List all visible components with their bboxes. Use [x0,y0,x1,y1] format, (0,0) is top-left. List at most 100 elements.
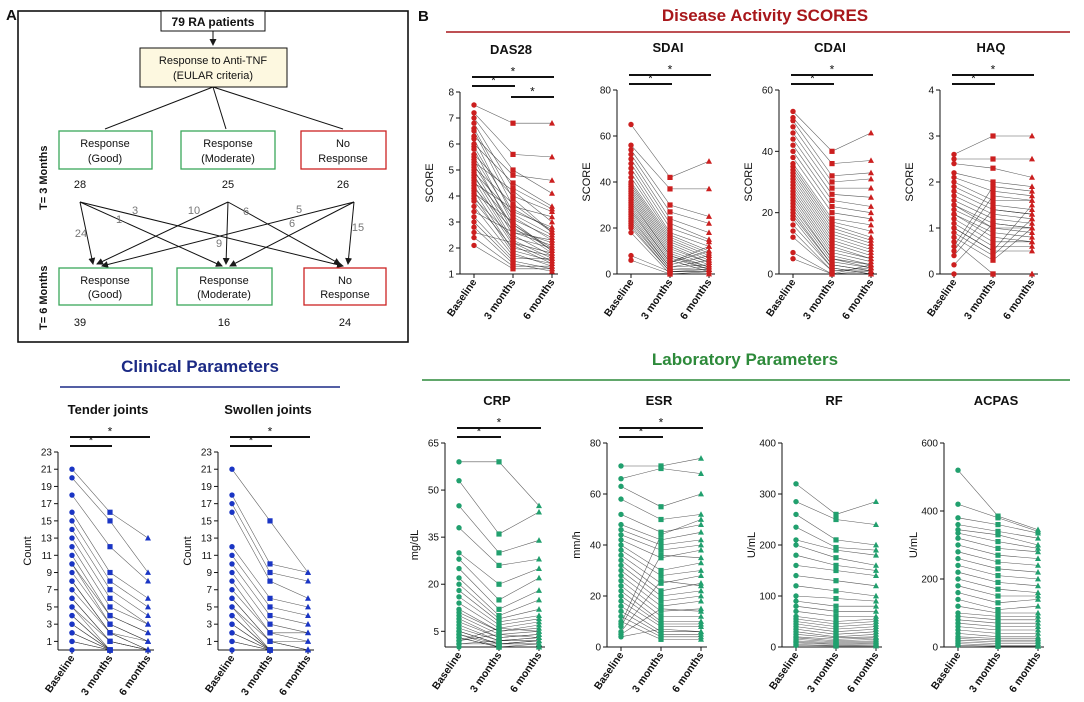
acpas-6-months-point [1035,545,1041,551]
rf-3-months-point [833,643,839,649]
acpas-6-months-point [1035,562,1041,568]
tender-joints-3-months-point [107,647,113,653]
rf-baseline-point [793,642,799,649]
cdai-6-months-point [868,243,874,249]
esr-6-months-point [698,554,704,561]
tender-joints-ytick-label: 15 [41,516,53,527]
tender-joints-title: Tender joints [68,402,149,417]
esr-title: ESR [646,393,673,408]
sdai-baseline-point [628,165,634,171]
cdai-3-months-point [829,222,835,228]
cdai-ytick-label: 0 [767,270,773,281]
haq-patient-line [953,135,1032,155]
eular-box [139,47,288,88]
haq-3-months-point [990,271,996,277]
haq-3-months-point [990,257,996,263]
das28-patient-line [473,112,553,158]
tender-joints-ytick-label: 3 [46,620,52,631]
crp-3-months-point [496,531,502,537]
sdai-title: SDAI [652,40,683,55]
acpas-3-months-point [995,532,1001,538]
cdai-baseline-point [790,222,796,228]
haq-3-months-point [990,211,996,217]
das28-3-months-point [510,222,516,228]
crp-3-months-point [496,631,502,638]
esr-3-months-point [658,613,664,619]
cdai-3-months-point [829,161,835,167]
esr-3-months-point [658,588,664,594]
esr-3-months-point [658,598,664,604]
rf-chart: RF 0 100 200 300 400 U/mL Baseline 3 months 6 mon… [746,393,882,695]
crp-3-months-point [496,638,502,644]
das28-6-months-point [549,190,555,196]
acpas-ytick-label: 0 [932,643,938,654]
haq-sig-star: * [991,63,996,77]
das28-3-months-point [510,167,516,173]
crp-6-months-point [536,631,542,637]
swollen-joints-patient-line [231,623,308,651]
rf-6-months-point [873,521,879,527]
haq-6-months-point [1029,215,1035,222]
das28-6-months-point [549,177,555,183]
esr-baseline-point [618,552,624,558]
cdai-xlabel-6-months: 6 months [840,277,877,322]
crp-patient-line [458,552,540,585]
acpas-baseline-point [955,576,961,582]
arrow-good-noresponse [79,201,344,268]
panel-a: A 79 RA patients Response to Anti-TNF (E… [6,7,409,343]
esr-3-months-point [658,636,664,642]
tender-joints-ylabel: Count [22,536,34,565]
tender-joints-ytick-label: 5 [46,602,52,613]
sdai-6-months-point [706,238,712,245]
tender-joints-patient-line [71,477,149,573]
crp-xlabel-3-months: 3 months [468,650,505,695]
das28-xlabel-6-months: 6 months [521,277,558,322]
t3-moderate-line1: Response [203,138,253,150]
rf-3-months-point [833,555,839,561]
haq-baseline-point [951,183,957,190]
tender-joints-3-months-point [107,638,113,644]
haq-3-months-point [990,207,996,213]
haq-6-months-point [1029,229,1035,235]
acpas-6-months-point [1035,609,1041,616]
rf-6-months-point [873,541,879,548]
acpas-3-months-point [995,643,1001,649]
cdai-6-months-point [868,194,874,200]
rf-ytick-label: 100 [759,592,776,603]
das28-ytick-label: 1 [448,270,454,281]
swollen-joints-xlabel-baseline: Baseline [203,653,238,695]
cdai-sig-star: * [830,63,835,77]
t6-moderate-line1: Response [199,275,249,287]
swollen-joints-3-months-point [267,518,273,524]
das28-ylabel: SCORE [424,163,436,202]
tender-joints-patient-line [71,623,148,651]
esr-6-months-point [698,567,704,573]
crp-baseline-point [456,556,462,562]
sdai-baseline-point [628,252,634,259]
cdai-6-months-point [868,240,874,246]
rf-3-months-point [833,537,839,543]
esr-baseline-point [618,537,624,543]
das28-3-months-point [510,151,516,157]
haq-xlabel-3-months: 3 months [962,277,999,322]
rf-6-months-point [873,552,879,558]
acpas-6-months-point [1035,582,1041,589]
acpas-6-months-point [1035,616,1041,623]
esr-ytick-label: 80 [590,439,602,450]
swollen-joints-patient-line [231,494,309,573]
crp-ytick-label: 5 [433,627,439,638]
esr-baseline-point [618,588,624,594]
acpas-baseline-point [955,642,961,648]
haq-3-months-point [990,156,996,162]
esr-6-months-point [698,623,704,629]
cdai-6-months-point [868,157,874,163]
t6-moderate-count: 16 [218,317,230,329]
acpas-6-months-point [1035,623,1041,629]
swollen-joints-baseline-point [229,604,235,610]
tender-joints-patient-line [71,512,149,599]
acpas-xlabel-6-months: 6 months [1007,650,1044,695]
rf-3-months-point [833,588,839,594]
rf-baseline-point [793,608,799,614]
tender-joints-ytick-label: 17 [41,499,53,510]
haq-title: HAQ [977,40,1006,55]
